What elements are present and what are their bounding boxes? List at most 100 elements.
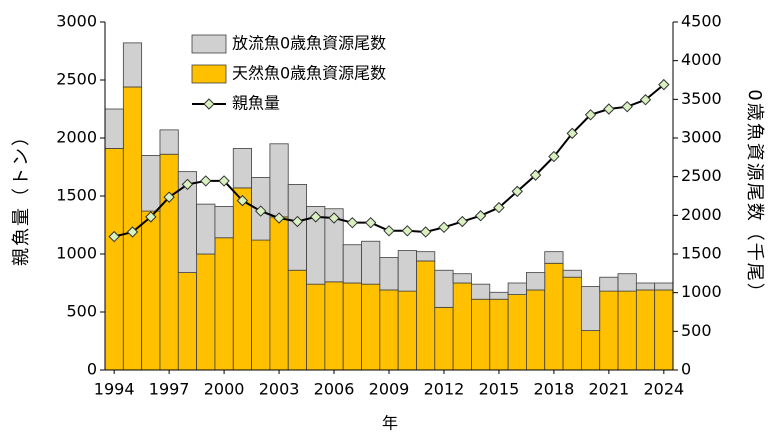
- bar: [507, 282, 527, 296]
- bar: [269, 143, 289, 218]
- y-tick-label: 2000: [56, 128, 97, 147]
- line-marker: [603, 103, 615, 115]
- bar: [544, 262, 564, 371]
- legend-label: 天然魚0歳魚資源尾数: [232, 64, 386, 83]
- line-marker: [401, 225, 414, 237]
- bar: [397, 290, 417, 371]
- line-marker: [529, 169, 542, 181]
- line-marker: [310, 211, 322, 223]
- line-marker: [291, 215, 304, 228]
- bar: [324, 281, 344, 371]
- y-tick-label: 2500: [56, 70, 97, 89]
- x-axis-title: 年: [382, 414, 398, 433]
- x-tick-label: 2003: [259, 380, 300, 399]
- line-marker: [584, 109, 597, 121]
- line-marker: [456, 215, 468, 228]
- bar: [599, 276, 619, 292]
- x-tick-label: 2015: [479, 380, 520, 399]
- bar: [416, 251, 436, 262]
- legend-swatch: [191, 64, 227, 84]
- bar: [141, 154, 161, 212]
- y2-tick-label: 2500: [681, 166, 722, 185]
- bar: [379, 289, 399, 371]
- line-marker: [163, 191, 175, 203]
- bar: [251, 239, 271, 371]
- line-marker: [383, 225, 395, 237]
- line-marker: [364, 216, 377, 229]
- bar: [434, 306, 454, 371]
- y2-axis-title: 0歳魚資源尾数（千尾）: [744, 89, 765, 302]
- line-marker: [145, 211, 157, 223]
- bar: [214, 206, 234, 239]
- x-tick-label: 1994: [94, 380, 135, 399]
- bar: [507, 294, 527, 371]
- bar: [434, 269, 454, 308]
- line-marker: [566, 127, 578, 140]
- bar: [526, 289, 546, 371]
- bar: [397, 250, 417, 292]
- bar: [232, 148, 252, 189]
- bar: [269, 216, 289, 371]
- bar: [471, 283, 491, 300]
- bar: [342, 244, 362, 284]
- line-marker: [511, 185, 523, 198]
- legend-swatch: [191, 34, 227, 54]
- bar: [635, 282, 656, 291]
- line-marker: [218, 175, 230, 187]
- line-marker: [328, 212, 340, 224]
- line-marker: [255, 205, 267, 217]
- line-marker: [181, 178, 194, 191]
- y2-tick-label: 1000: [681, 282, 722, 301]
- bar: [287, 183, 307, 271]
- line-marker: [200, 175, 212, 187]
- line-marker: [108, 230, 120, 243]
- bar: [489, 298, 509, 371]
- line-marker: [346, 216, 359, 229]
- bar: [654, 289, 674, 371]
- legend-swatch: [203, 98, 215, 110]
- bar: [544, 251, 564, 264]
- bar: [232, 187, 252, 371]
- bar: [452, 273, 472, 284]
- bar: [379, 257, 399, 291]
- line-marker: [548, 150, 560, 163]
- bar: [617, 290, 637, 371]
- bar: [196, 203, 216, 255]
- x-tick-label: 2021: [589, 380, 630, 399]
- bar: [654, 282, 674, 291]
- line-marker: [621, 100, 633, 113]
- y-axis-title: 親魚量（トン）: [11, 126, 32, 266]
- bar: [104, 108, 124, 149]
- y-tick-label: 1000: [56, 244, 97, 263]
- legend-label: 親魚量: [232, 94, 280, 113]
- line-marker: [639, 94, 652, 106]
- x-tick-label: 2009: [369, 380, 410, 399]
- line-marker: [493, 201, 505, 214]
- line-marker: [126, 226, 139, 238]
- y-tick-label: 1500: [56, 186, 97, 205]
- bar: [562, 276, 582, 371]
- y2-tick-label: 0: [681, 360, 691, 379]
- bar: [599, 290, 619, 371]
- bar: [287, 269, 307, 371]
- x-tick-label: 2024: [643, 380, 684, 399]
- bar: [489, 291, 509, 300]
- y2-tick-label: 500: [681, 321, 712, 340]
- bar: [635, 289, 656, 371]
- y-tick-label: 500: [66, 302, 97, 321]
- bar: [104, 148, 124, 371]
- bar: [177, 272, 198, 371]
- bar: [526, 272, 546, 291]
- bar: [159, 153, 179, 371]
- bar: [361, 240, 381, 285]
- line-marker: [438, 221, 450, 234]
- y-tick-label: 3000: [56, 12, 97, 31]
- bar: [214, 237, 234, 371]
- line-marker: [236, 194, 249, 207]
- y2-tick-label: 3000: [681, 128, 722, 147]
- x-tick-label: 1997: [149, 380, 190, 399]
- y-tick-label: 0: [87, 360, 97, 379]
- y2-tick-label: 2000: [681, 205, 722, 224]
- bar: [471, 298, 491, 371]
